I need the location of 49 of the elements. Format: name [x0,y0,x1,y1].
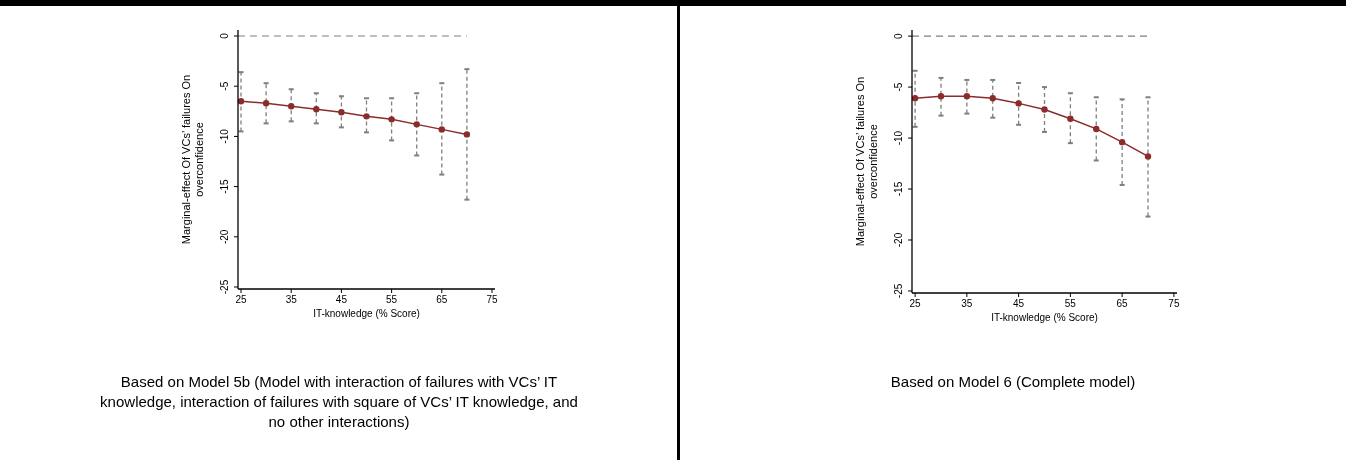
point [1118,138,1126,146]
x-tick-label: 35 [285,294,298,305]
point [463,131,471,138]
x-tick-label: 45 [1013,298,1025,309]
point [937,93,945,100]
point [911,95,919,102]
y-tick-label: 0 [893,32,904,39]
point [338,109,345,116]
x-tick-label: 75 [1168,298,1180,309]
y-tick-label: -15 [219,178,230,194]
x-tick-label: 65 [1116,298,1129,309]
x-tick-label: 25 [235,294,248,305]
text: Based on Model 5b (Model with interaction of failures with VCs’ IT knowledge, interaction of failures with square of VCs’ IT knowledge, and no other interactions) [100,373,578,430]
y-tick-label: -25 [893,283,904,299]
x-axis-title: IT-knowledge (% Score) [313,308,420,319]
x-tick-label: 55 [386,294,398,305]
y-tick-label: -10 [219,128,230,144]
x-axis-title: IT-knowledge (% Score) [991,312,1098,323]
y-tick-label: -5 [893,82,904,92]
point [413,121,420,128]
y-tick-label: -5 [219,81,230,91]
x-tick-label: 75 [486,294,498,305]
point [388,116,395,123]
point [1015,100,1022,107]
x-tick-label: 65 [436,294,448,305]
x-tick-label: 45 [335,294,348,305]
y-tick-label: -20 [219,229,230,245]
point [1041,106,1048,113]
y-tick-label: -15 [893,181,904,197]
point [313,106,320,113]
x-tick-label: 35 [961,298,973,309]
y-tick-label: -25 [219,279,230,295]
y-tick-label: -10 [893,130,904,146]
point [288,103,295,110]
y-tick-label: 0 [219,32,230,39]
x-tick-label: 55 [1064,298,1077,309]
x-tick-label: 25 [909,298,922,309]
point [262,100,270,107]
y-axis-title: Marginal-effect Of VCs’ failures On overconfidence [180,74,205,245]
point [963,93,971,100]
point [1093,125,1100,133]
point [363,113,370,120]
text: Based on Model 6 (Complete model) [890,373,1136,390]
point [1144,153,1152,160]
y-axis-title: Marginal-effect Of VCs’ failures On overconfidence [854,76,879,247]
point [438,126,445,133]
y-tick-label: -20 [893,232,904,248]
point [989,95,996,102]
point [1067,115,1074,122]
